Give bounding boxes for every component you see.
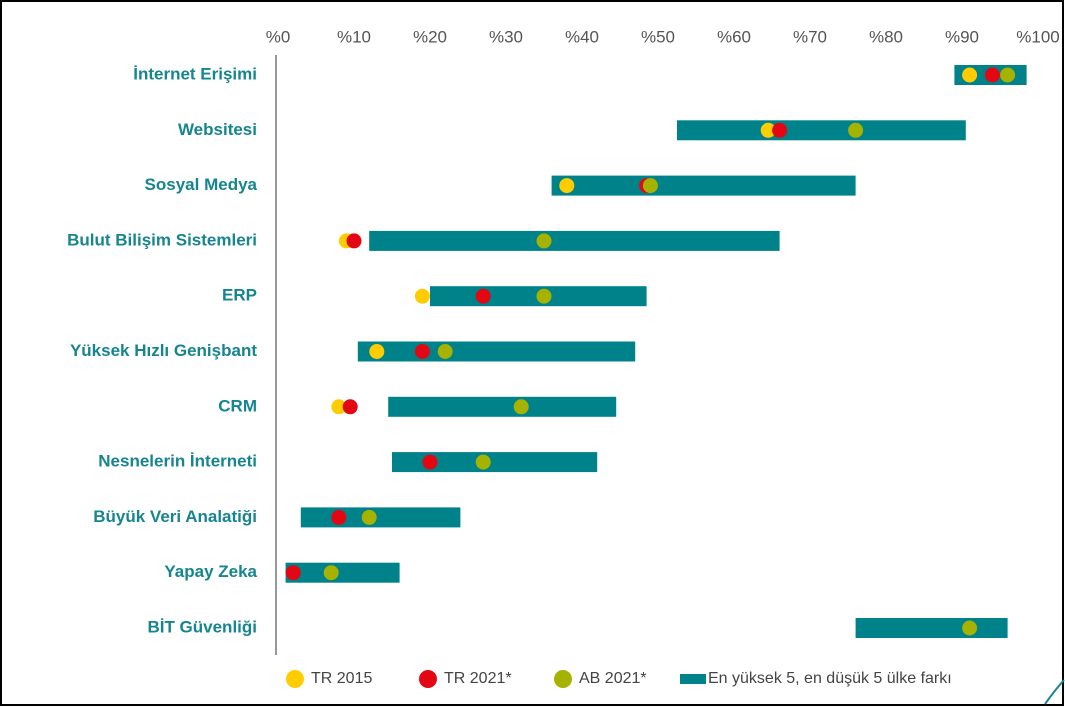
category-label: Websitesi	[178, 120, 257, 139]
dot	[642, 178, 658, 194]
category-label: Bulut Bilişim Sistemleri	[67, 230, 257, 249]
dot	[513, 399, 529, 415]
dot	[361, 509, 377, 525]
x-tick-label: %80	[869, 27, 903, 46]
dot	[331, 399, 347, 415]
legend-label: TR 2021*	[444, 670, 512, 687]
x-tick-label: %0	[266, 27, 291, 46]
dot	[331, 509, 347, 525]
dot	[342, 399, 358, 415]
dot	[536, 288, 552, 304]
dot	[475, 288, 491, 304]
range-bar	[357, 341, 636, 362]
legend-label: AB 2021*	[579, 670, 647, 687]
dot	[984, 67, 1000, 83]
legend-label: TR 2015	[311, 670, 372, 687]
dot	[962, 67, 978, 83]
category-label: CRM	[218, 396, 257, 415]
range-bar	[551, 175, 856, 196]
legend-label: En yüksek 5, en düşük 5 ülke farkı	[708, 670, 952, 687]
dot	[414, 344, 430, 359]
range-bar	[369, 230, 780, 251]
x-tick-label: %20	[413, 27, 447, 46]
dot	[437, 344, 453, 359]
dot	[536, 233, 552, 249]
dot	[323, 565, 339, 581]
x-tick-label: %100	[1016, 27, 1059, 46]
range-bar	[300, 507, 461, 528]
range-bar	[392, 452, 598, 473]
decoration	[1044, 679, 1065, 705]
dot	[346, 233, 362, 249]
dot	[369, 344, 385, 359]
x-tick-label: %40	[565, 27, 599, 46]
x-tick-label: %50	[641, 27, 675, 46]
category-label: ERP	[222, 286, 257, 305]
legend-swatch	[286, 670, 304, 688]
category-label: Yapay Zeka	[164, 562, 257, 581]
dot	[962, 620, 978, 636]
x-tick-label: %90	[945, 27, 979, 46]
legend-swatch	[680, 674, 706, 684]
category-label: Yüksek Hızlı Genişbant	[70, 341, 257, 360]
dot	[422, 454, 438, 470]
x-tick-label: %10	[337, 27, 371, 46]
range-bar	[855, 618, 1008, 638]
dot	[414, 288, 430, 304]
legend-swatch	[419, 670, 437, 688]
dot	[285, 565, 301, 581]
range-bar	[285, 562, 400, 583]
dot	[475, 454, 491, 470]
range-bar	[388, 396, 617, 417]
legend-swatch	[554, 670, 572, 688]
category-label: Büyük Veri Analatiği	[93, 507, 257, 526]
dot	[772, 122, 788, 138]
category-label: Sosyal Medya	[145, 175, 258, 194]
x-tick-label: %30	[489, 27, 523, 46]
dot	[760, 122, 776, 138]
category-label: BİT Güvenliği	[147, 617, 257, 636]
range-bar	[677, 120, 966, 141]
x-tick-label: %70	[793, 27, 827, 46]
x-tick-label: %60	[717, 27, 751, 46]
dot	[1000, 67, 1016, 83]
category-label: Nesnelerin İnterneti	[98, 452, 257, 471]
dot	[848, 122, 864, 138]
dot	[559, 178, 575, 194]
category-label: İnternet Erişimi	[133, 64, 257, 83]
